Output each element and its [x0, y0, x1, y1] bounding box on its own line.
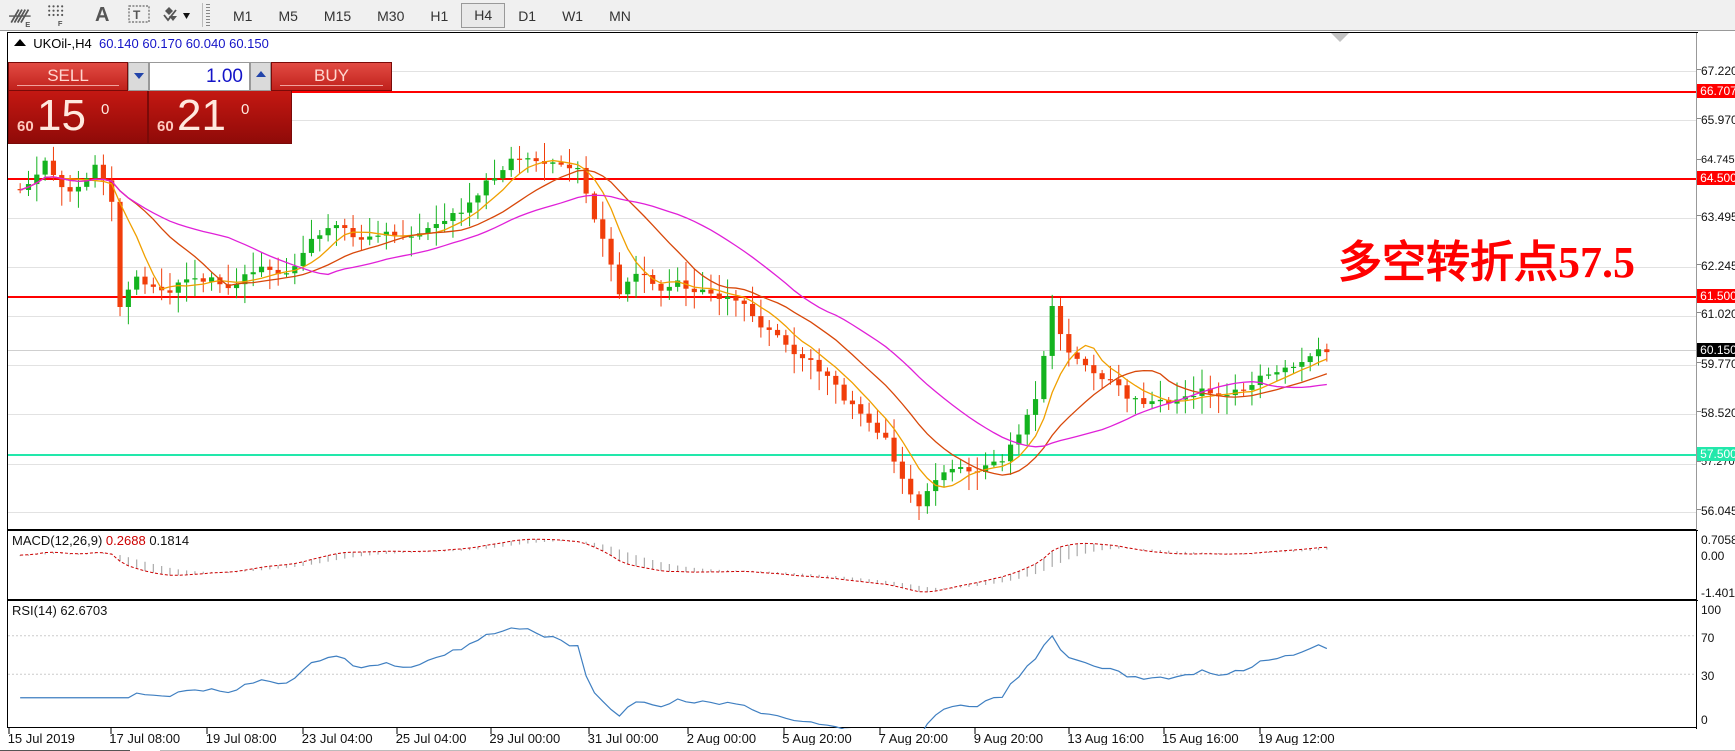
- svg-text:F: F: [58, 19, 63, 28]
- svg-text:T: T: [133, 8, 141, 22]
- svg-text:E: E: [25, 20, 30, 29]
